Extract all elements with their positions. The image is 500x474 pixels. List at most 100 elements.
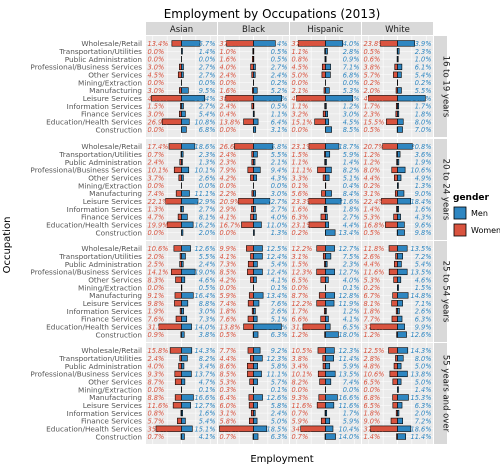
- data-label-women: 5.3%: [220, 378, 237, 386]
- data-label-women: 0.0%: [220, 79, 237, 87]
- data-label-men: 12.3%: [339, 347, 360, 355]
- bar-men: [181, 245, 191, 252]
- panel-20-to-24-years-asian: 17.4% 18.6%0.7% 2.3%2.4% 1.3%10.1% 10.1%3.7%…: [146, 139, 217, 240]
- bar-men: [325, 110, 328, 118]
- data-label-women: 0.0%: [220, 126, 237, 134]
- data-label-women: 4.5%: [148, 71, 165, 79]
- data-label-men: 1.9%: [415, 159, 432, 167]
- bar-women: [177, 71, 182, 78]
- data-label-women: 1.6%: [292, 206, 309, 214]
- data-label-women: 0.0%: [148, 386, 165, 394]
- data-label-men: 3.6%: [415, 151, 432, 159]
- data-label-women: 26.9%: [148, 118, 169, 126]
- bar-men: [325, 394, 338, 401]
- bar-men: [325, 205, 328, 213]
- bar-men: [325, 355, 334, 362]
- data-label-women: 1.2%: [364, 159, 381, 167]
- bar-men: [397, 323, 405, 330]
- data-label-women: 6.5%: [292, 276, 309, 284]
- data-label-women: 2.2%: [220, 190, 237, 198]
- bar-women: [320, 276, 326, 283]
- data-label-men: 5.9%: [343, 151, 360, 159]
- panel-55-years-and-over-white: 12.5% 14.3% 2.8% 8.0% 4.8% 5.0% 10.6% 13.8% 6.5%…: [362, 343, 433, 444]
- data-label-men: 3.0%: [271, 190, 288, 198]
- row-strip-16-to-19-years: [434, 36, 447, 137]
- data-label-women: 10.6%: [148, 245, 169, 253]
- bar-women: [385, 221, 398, 228]
- data-label-women: 22.4%: [364, 198, 385, 206]
- data-label-men: 5.5%: [271, 151, 288, 159]
- bar-men: [397, 40, 415, 47]
- category-tick-label: Information Services: [67, 102, 143, 111]
- data-label-men: 10.1%: [195, 166, 216, 174]
- data-label-women: 3.4%: [292, 363, 309, 371]
- bar-men: [181, 315, 188, 323]
- row-strip-20-to-24-years: [434, 139, 447, 240]
- bar-men: [253, 425, 268, 432]
- bar-women: [318, 394, 326, 401]
- column-strip-label: Black: [242, 25, 265, 35]
- data-label-women: 11.1%: [292, 166, 313, 174]
- data-label-women: 0.0%: [364, 386, 381, 394]
- bar-men: [253, 87, 258, 94]
- bar-women: [394, 260, 398, 268]
- row-strip-label: 25 to 54 years: [441, 261, 451, 323]
- data-label-women: 0.2%: [364, 284, 381, 292]
- data-label-women: 6.8%: [364, 394, 381, 402]
- data-label-men: 9.5%: [199, 87, 216, 95]
- data-label-women: 0.2%: [292, 229, 309, 237]
- bar-men: [325, 370, 336, 378]
- data-label-women: 5.0%: [292, 71, 309, 79]
- panel-55-years-and-over-asian: 15.8% 14.3% 2.4% 8.2% 4.0% 3.4% 9.3% 13.7% 8.7% 4…: [146, 343, 217, 444]
- data-label-men: 10.8%: [195, 118, 216, 126]
- bar-men: [181, 409, 183, 417]
- bar-women: [392, 402, 398, 409]
- bar-women: [393, 362, 398, 370]
- data-label-men: 18.0%: [339, 331, 360, 339]
- data-label-men: 5.4%: [199, 110, 216, 118]
- bar-women: [241, 221, 254, 228]
- bar-women: [320, 417, 326, 425]
- bar-men: [181, 63, 184, 71]
- bar-men: [181, 71, 184, 78]
- bar-men: [397, 221, 405, 228]
- data-label-men: 8.2%: [199, 355, 216, 363]
- data-label-women: 5.6%: [292, 190, 309, 198]
- data-label-men: 12.7%: [339, 268, 360, 276]
- data-label-women: 1.1%: [292, 103, 309, 111]
- data-label-men: 5.4%: [415, 71, 432, 79]
- bar-men: [181, 126, 187, 133]
- panel-25-to-54-years-white: 11.8% 13.5% 2.6% 7.2% 4.4% 5.4% 11.6% 13.5% 5.3%…: [362, 241, 433, 342]
- bar-women: [247, 268, 254, 276]
- bar-men: [397, 268, 408, 276]
- data-label-women: 20.7%: [364, 143, 385, 151]
- data-label-women: 0.3%: [220, 386, 237, 394]
- bar-women: [248, 394, 254, 401]
- bar-men: [325, 229, 336, 236]
- row-strip-25-to-54-years: [434, 241, 447, 342]
- data-label-men: 1.2%: [343, 103, 360, 111]
- bar-women: [317, 166, 326, 174]
- data-label-men: 7.1%: [415, 300, 432, 308]
- data-label-women: 8.7%: [148, 378, 165, 386]
- data-label-women: 0.5%: [364, 126, 381, 134]
- data-label-women: 3.0%: [148, 87, 165, 95]
- bar-men: [253, 300, 260, 307]
- data-label-men: 2.7%: [271, 206, 288, 214]
- data-label-men: 13.4%: [267, 292, 288, 300]
- bar-women: [316, 300, 326, 307]
- data-label-men: 5.0%: [271, 417, 288, 425]
- data-label-women: 7.9%: [220, 166, 237, 174]
- data-label-men: 7.5%: [343, 253, 360, 261]
- data-label-men: 1.3%: [199, 159, 216, 167]
- bar-women: [317, 347, 326, 354]
- data-label-women: 2.5%: [148, 261, 165, 269]
- bar-men: [253, 315, 258, 323]
- bar-men: [397, 315, 403, 323]
- data-label-men: 5.0%: [415, 378, 432, 386]
- data-label-women: 47.3%: [220, 425, 241, 433]
- data-label-men: 3.0%: [199, 308, 216, 316]
- bar-women: [179, 110, 182, 118]
- data-label-women: 0.8%: [292, 56, 309, 64]
- category-tick-label: Mining/Extraction: [78, 78, 142, 87]
